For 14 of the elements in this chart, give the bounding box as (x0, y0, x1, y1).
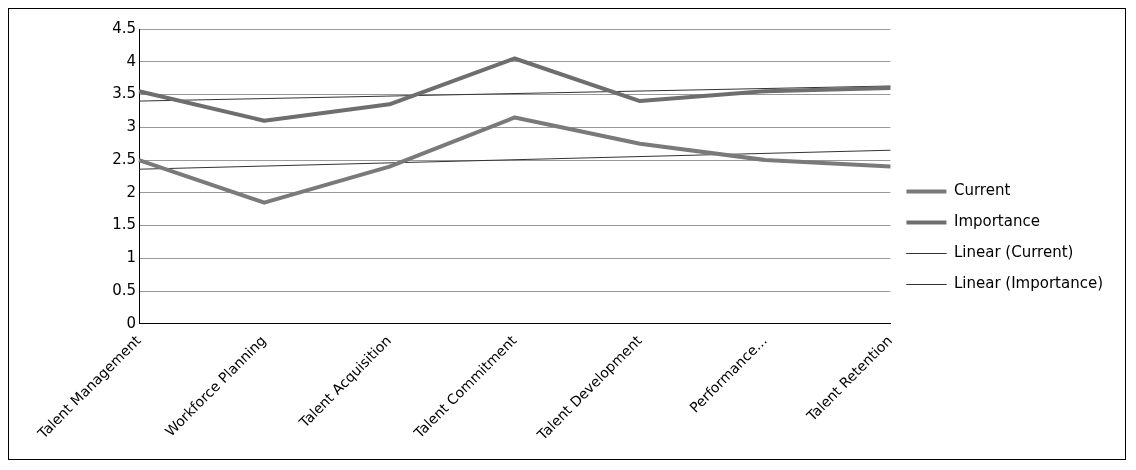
y-tick-label: 4 (126, 51, 136, 70)
y-tick-label: 0 (126, 313, 136, 332)
y-tick-label: 1.5 (112, 215, 136, 234)
y-tick-label: 2 (126, 182, 136, 201)
legend-label: Linear (Importance) (953, 274, 1104, 293)
y-tick-label: 0.5 (112, 280, 136, 299)
y-tick-label: 3 (126, 117, 136, 136)
legend-label: Linear (Current) (953, 243, 1074, 262)
y-tick-label: 4.5 (112, 18, 136, 37)
legend-label: Current (953, 181, 1011, 200)
y-tick-label: 3.5 (112, 84, 136, 103)
y-tick-label: 1 (126, 248, 136, 267)
legend-label: Importance (953, 212, 1040, 231)
y-tick-label: 2.5 (112, 149, 136, 168)
